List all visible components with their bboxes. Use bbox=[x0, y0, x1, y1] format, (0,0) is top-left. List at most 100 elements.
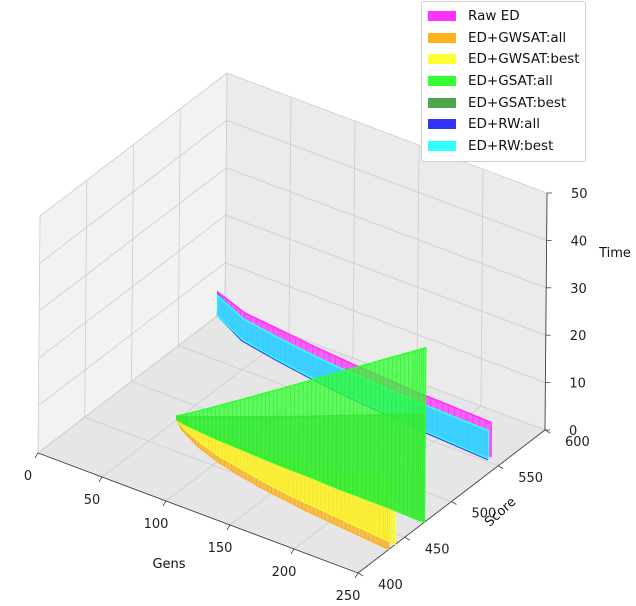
z-tick-label: 30 bbox=[570, 282, 587, 297]
legend-label: ED+GSAT:best bbox=[468, 94, 567, 111]
series-ed-gsat-all bbox=[176, 347, 427, 524]
legend-item-raw-ed[interactable]: Raw ED bbox=[428, 5, 579, 27]
series-hatch bbox=[417, 349, 420, 520]
series-hatch bbox=[415, 350, 418, 520]
y-tick-label: 450 bbox=[425, 542, 450, 557]
series-hatch bbox=[293, 384, 296, 472]
legend-swatch bbox=[428, 54, 456, 65]
gridline-z bbox=[39, 119, 547, 264]
series-hatch bbox=[327, 375, 329, 485]
legend-swatch bbox=[428, 119, 456, 130]
series-hatch bbox=[356, 366, 359, 496]
series-top-edge bbox=[176, 347, 427, 417]
x-tick-mark bbox=[226, 524, 231, 531]
y-tick-label: 550 bbox=[518, 471, 543, 486]
x-tick-label: 100 bbox=[144, 517, 169, 532]
x-tick-label: 200 bbox=[272, 565, 297, 580]
series-hatch bbox=[352, 368, 355, 495]
legend-label: ED+GWSAT:best bbox=[468, 51, 580, 68]
series-hatch bbox=[268, 391, 270, 462]
legend-item-ed-gsat-all[interactable]: ED+GSAT:all bbox=[428, 70, 579, 92]
series-hatch bbox=[411, 351, 414, 518]
x-axis-line bbox=[37, 452, 359, 574]
legend-item-ed-rw-best[interactable]: ED+RW:best bbox=[428, 135, 579, 157]
x-tick-label: 250 bbox=[336, 589, 361, 604]
z-axis-label: Time bbox=[598, 246, 631, 261]
y-tick-mark bbox=[357, 572, 364, 577]
z-tick-label: 40 bbox=[571, 234, 588, 249]
series-top-edge bbox=[217, 294, 489, 432]
series-hatch bbox=[348, 369, 350, 493]
series-hatch bbox=[256, 395, 258, 456]
series-hatch bbox=[407, 352, 410, 516]
series-hatch bbox=[403, 353, 406, 514]
series-hatch bbox=[276, 389, 279, 465]
x-tick-label: 50 bbox=[84, 493, 101, 508]
series-hatch bbox=[281, 388, 283, 467]
gridline-z bbox=[38, 262, 546, 406]
series-hatch bbox=[419, 349, 422, 521]
x-tick-label: 0 bbox=[24, 469, 32, 484]
series-hatch bbox=[310, 379, 313, 478]
legend-swatch bbox=[428, 10, 456, 21]
x-tick-mark bbox=[162, 500, 167, 507]
legend-label: ED+RW:all bbox=[468, 116, 540, 133]
legend-item-ed-rw-all[interactable]: ED+RW:all bbox=[428, 113, 579, 135]
series-hatch bbox=[373, 362, 376, 503]
series-hatch bbox=[331, 374, 333, 487]
series-hatch bbox=[285, 387, 287, 469]
y-tick-mark bbox=[451, 501, 457, 505]
series-hatch bbox=[302, 382, 304, 475]
legend-swatch bbox=[428, 97, 456, 108]
x-tick-mark bbox=[354, 572, 359, 579]
series-hatch bbox=[289, 386, 291, 470]
legend-item-ed-gwsat-best[interactable]: ED+GWSAT:best bbox=[428, 48, 580, 70]
series-top-edge bbox=[217, 291, 492, 424]
series-hatch bbox=[343, 370, 346, 492]
gridline-z bbox=[38, 167, 547, 312]
legend-label: ED+GSAT:all bbox=[468, 72, 553, 89]
series-hatch bbox=[318, 377, 321, 482]
x-axis-label: Gens bbox=[152, 557, 185, 572]
y-tick-mark bbox=[404, 536, 410, 541]
series-layer bbox=[176, 290, 492, 551]
series-hatch bbox=[386, 358, 389, 508]
legend: Raw ED ED+GWSAT:all ED+GWSAT:best ED+GSAT:a… bbox=[421, 1, 586, 162]
legend-item-ed-gwsat-all[interactable]: ED+GWSAT:all bbox=[428, 27, 579, 49]
y-tick-label: 600 bbox=[565, 435, 590, 450]
legend-swatch bbox=[428, 140, 456, 151]
series-hatch bbox=[390, 357, 393, 509]
y-tick-mark bbox=[498, 465, 504, 470]
y-tick-label: 400 bbox=[378, 578, 403, 593]
legend-label: ED+RW:best bbox=[468, 137, 554, 154]
series-hatch bbox=[323, 376, 325, 483]
series-hatch bbox=[378, 360, 380, 504]
y-tick-mark bbox=[544, 429, 551, 434]
series-hatch bbox=[335, 373, 337, 488]
series-hatch bbox=[314, 378, 317, 480]
z-tick-label: 10 bbox=[569, 377, 586, 392]
series-hatch bbox=[272, 390, 275, 463]
axis-ticks: 0501001502002504004505005506000102030405… bbox=[24, 187, 590, 604]
pane-back bbox=[225, 73, 547, 430]
x-tick-label: 150 bbox=[208, 541, 233, 556]
series-hatch bbox=[306, 381, 308, 477]
gridline-z bbox=[38, 214, 546, 359]
series-hatch bbox=[369, 363, 372, 501]
series-hatch bbox=[382, 359, 385, 506]
legend-label: ED+GWSAT:all bbox=[468, 29, 567, 46]
z-tick-label: 0 bbox=[569, 424, 577, 439]
y-tick-label: 500 bbox=[472, 507, 497, 522]
series-hatch bbox=[361, 365, 363, 498]
series-hatch bbox=[297, 383, 300, 473]
series-hatch bbox=[421, 348, 425, 522]
series-hatch bbox=[398, 354, 401, 513]
z-axis-line bbox=[544, 192, 548, 431]
series-hatch bbox=[413, 350, 416, 519]
x-tick-mark bbox=[98, 476, 103, 483]
legend-item-ed-gsat-best[interactable]: ED+GSAT:best bbox=[428, 92, 579, 114]
legend-swatch bbox=[428, 75, 456, 86]
x-tick-mark bbox=[290, 548, 295, 555]
series-hatch bbox=[339, 371, 342, 490]
